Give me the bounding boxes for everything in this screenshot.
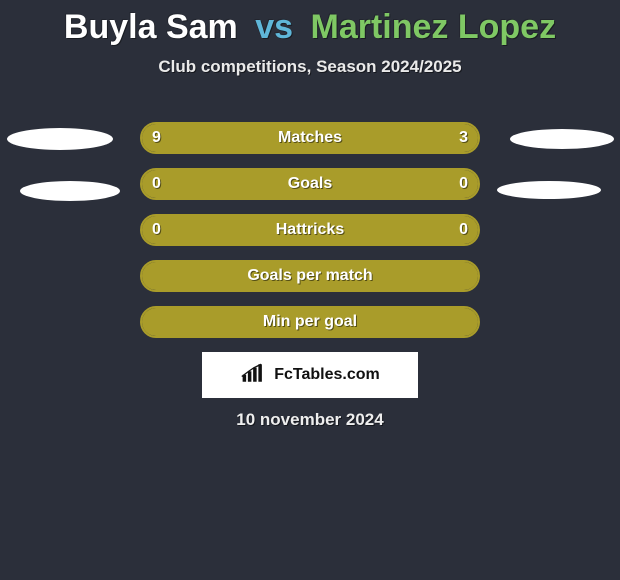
badge-text: FcTables.com [274,366,380,384]
title-player1: Buyla Sam [64,8,238,46]
date-label: 10 november 2024 [0,410,620,430]
subtitle: Club competitions, Season 2024/2025 [0,57,620,77]
stat-name: Goals per match [142,267,478,285]
stat-name: Goals [142,175,478,193]
stat-name: Matches [142,129,478,147]
stat-name: Hattricks [142,221,478,239]
stat-row: Min per goal [140,306,480,338]
decorative-oval [7,128,113,150]
stat-row: 00Goals [140,168,480,200]
stat-name: Min per goal [142,313,478,331]
stat-row: 93Matches [140,122,480,154]
source-badge: FcTables.com [202,352,418,398]
decorative-oval [510,129,614,149]
stat-row: Goals per match [140,260,480,292]
decorative-oval [497,181,601,199]
page-title: Buyla Sam vs Martinez Lopez [0,0,620,47]
decorative-oval [20,181,120,201]
stats-rows: 93Matches 00Goals 00Hattricks Goals per mat… [140,122,480,352]
title-vs: vs [255,8,293,46]
stat-row: 00Hattricks [140,214,480,246]
title-player2: Martinez Lopez [311,8,557,46]
barchart-icon [240,362,268,389]
